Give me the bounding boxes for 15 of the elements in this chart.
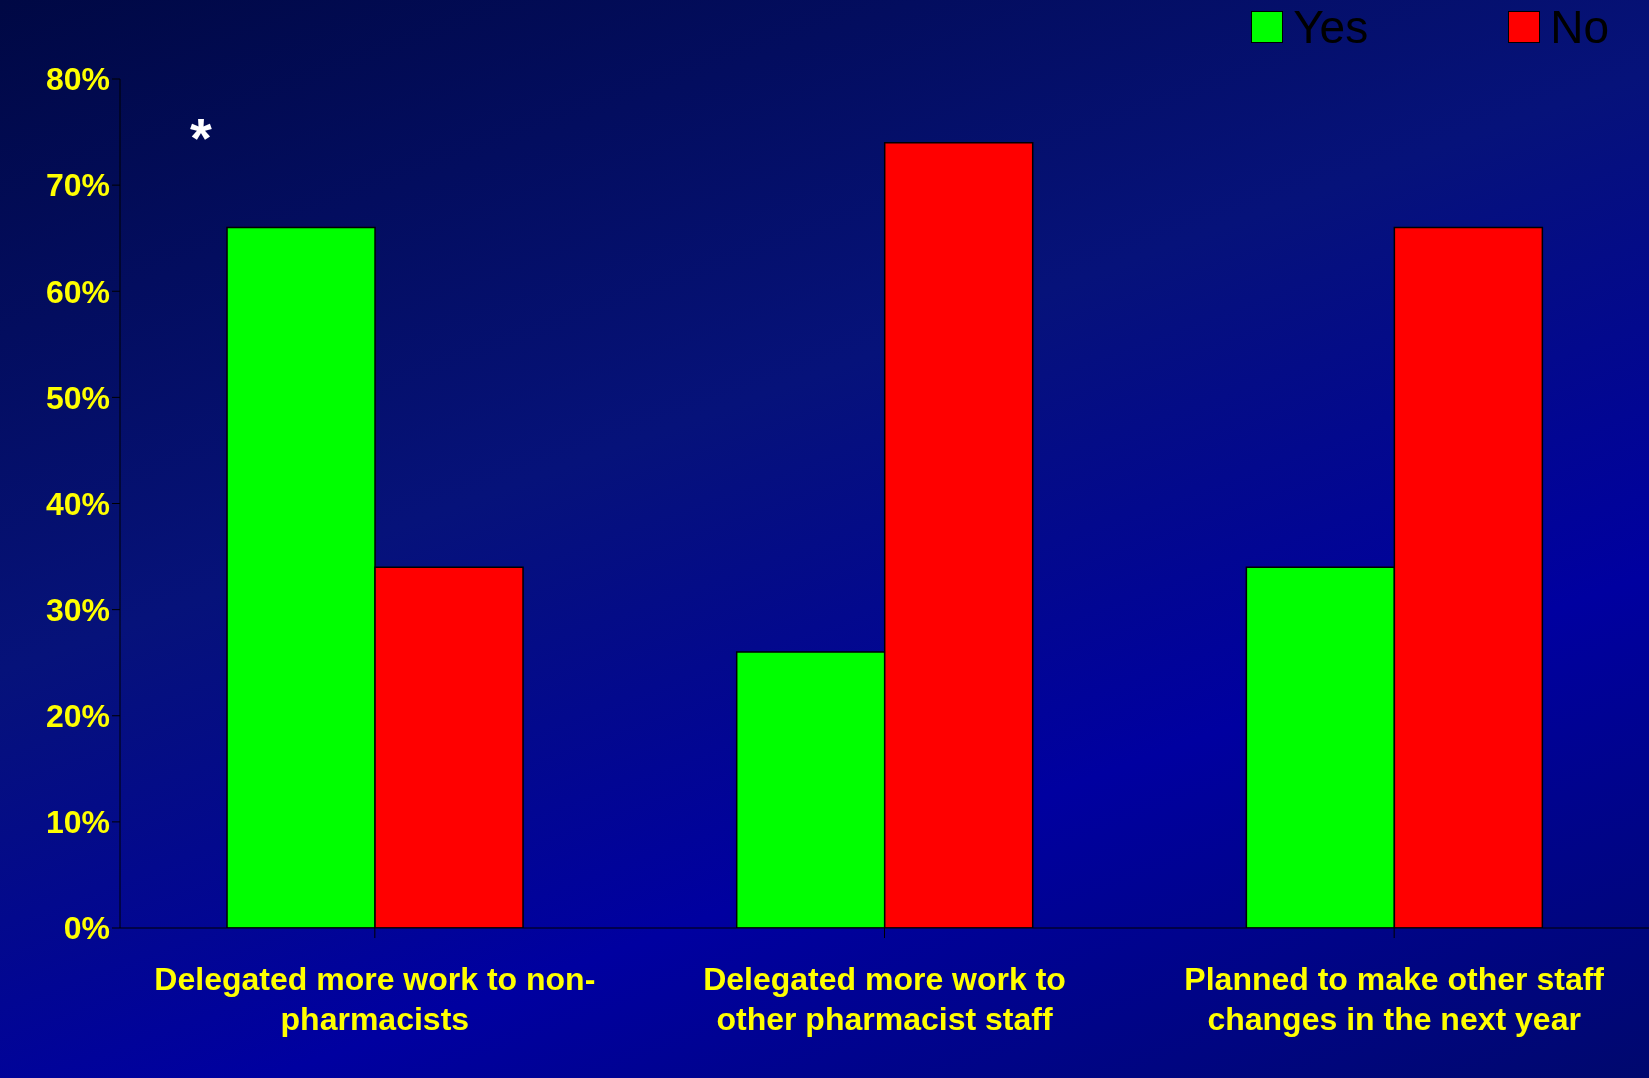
y-tick-label: 50%: [45, 379, 110, 416]
legend-label: No: [1550, 0, 1609, 54]
y-tick-label: 10%: [45, 804, 110, 841]
y-tick-label: 70%: [45, 167, 110, 204]
annotation: *: [190, 105, 212, 170]
y-tick-label: 40%: [45, 485, 110, 522]
y-tick-label: 0%: [63, 910, 110, 947]
y-tick-label: 60%: [45, 273, 110, 310]
x-tick-label: Planned to make other staff changes in the next year: [1184, 961, 1605, 1037]
y-tick-label: 80%: [45, 61, 110, 98]
y-tick-label: 20%: [45, 698, 110, 735]
y-tick-label: 30%: [45, 591, 110, 628]
x-tick-label: Delegated more work to other pharmacist staff: [703, 961, 1066, 1037]
legend-label: Yes: [1293, 0, 1369, 54]
x-tick-label: Delegated more work to non-pharmacists: [154, 961, 596, 1037]
